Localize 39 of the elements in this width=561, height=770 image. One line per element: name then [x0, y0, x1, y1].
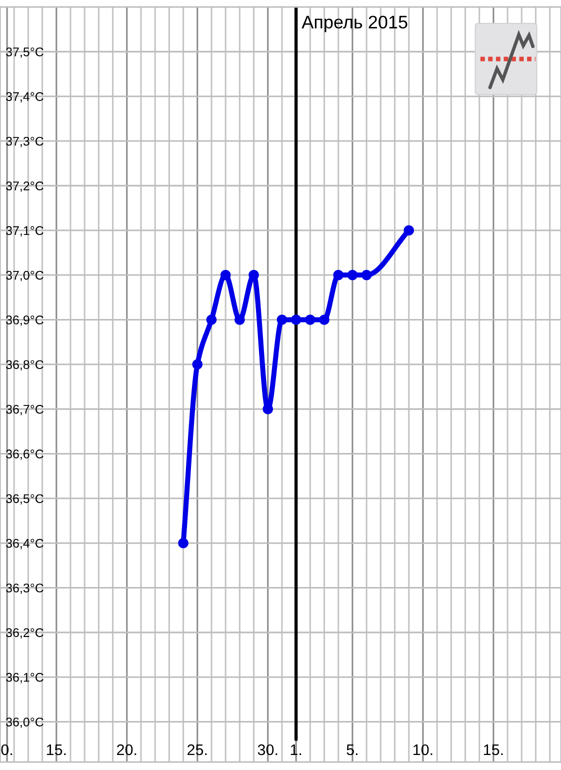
point	[290, 314, 302, 325]
point	[305, 314, 316, 325]
point	[347, 270, 358, 280]
y-tick-label: 36,2°C	[6, 628, 44, 639]
x-tick-label: 0.	[1, 744, 12, 756]
y-tick-label: 36,9°C	[6, 316, 44, 326]
y-tick-label: 36,5°C	[6, 494, 44, 505]
y-tick-label: 37,0°C	[6, 270, 44, 282]
y-tick-label: 37,1°C	[6, 226, 44, 236]
point	[333, 270, 344, 280]
y-tick-label: 37,4°C	[6, 92, 44, 102]
x-tick-label: 10.	[414, 744, 432, 756]
point	[192, 359, 203, 370]
y-tick-label: 36,8°C	[6, 360, 44, 371]
point	[361, 270, 372, 280]
point	[276, 314, 288, 325]
y-tick-label: 36,7°C	[6, 404, 44, 416]
x-tick-label: 5.	[346, 744, 358, 756]
x-tick-label: 20.	[117, 744, 136, 756]
y-tick-label: 36,3°C	[6, 584, 44, 594]
y-tick-label: 37,3°C	[6, 136, 44, 148]
ref-line-label: Апрель 2015	[302, 16, 408, 32]
point	[220, 270, 231, 280]
point	[206, 314, 217, 325]
x-tick-label: 25.	[188, 744, 207, 756]
x-tick-label: 30.	[258, 744, 278, 756]
y-tick-label: 36,1°C	[6, 672, 44, 684]
point	[178, 538, 188, 548]
y-tick-label: 36,4°C	[6, 538, 44, 550]
y-tick-label: 37,5°C	[6, 47, 44, 58]
x-tick-label: 15.	[484, 744, 503, 756]
point	[319, 314, 330, 325]
y-tick-label: 36,0°C	[6, 718, 44, 728]
x-tick-label: 15.	[46, 744, 66, 756]
point	[234, 314, 245, 325]
y-tick-label: 37,2°C	[6, 182, 44, 192]
y-tick-label: 36,6°C	[6, 450, 44, 460]
x-tick-label: 1.	[290, 744, 302, 756]
point	[404, 225, 414, 236]
